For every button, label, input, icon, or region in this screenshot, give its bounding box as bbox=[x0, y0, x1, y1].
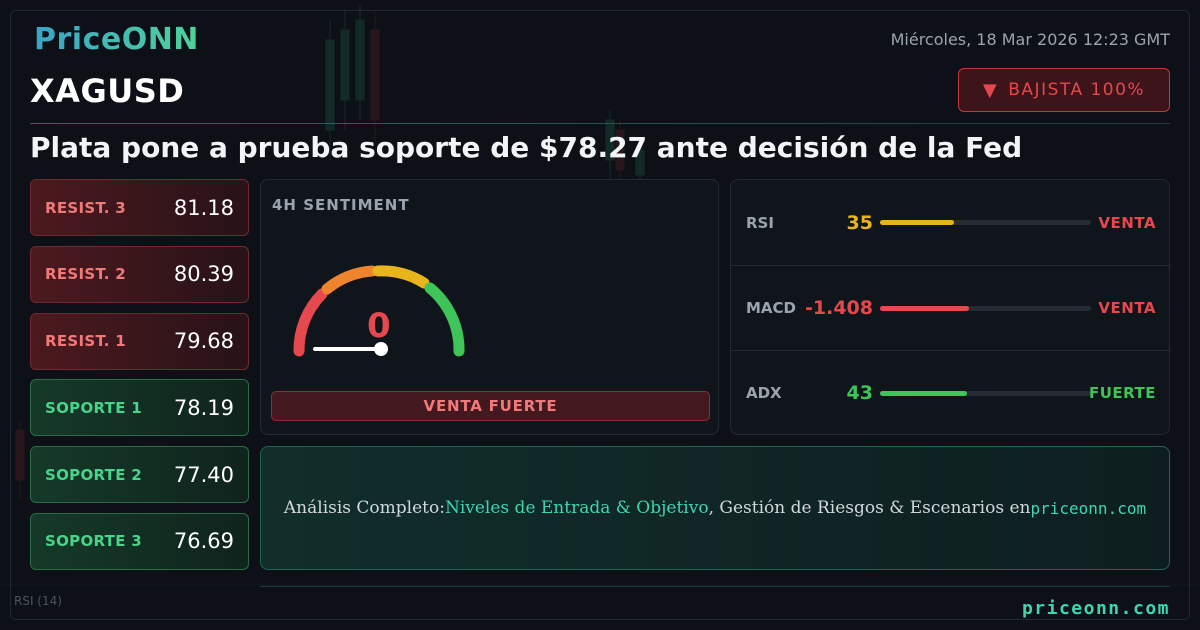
datetime: Miércoles, 18 Mar 2026 12:23 GMT bbox=[890, 30, 1170, 49]
level-value: 77.40 bbox=[173, 462, 234, 487]
indicator-signal: FUERTE bbox=[1088, 384, 1156, 402]
indicator-macd: MACD -1.408 VENTA bbox=[731, 265, 1171, 350]
trend-badge: ▼ BAJISTA 100% bbox=[958, 68, 1170, 112]
footer-divider bbox=[260, 586, 1170, 587]
level-support-1: SOPORTE 1 78.19 bbox=[30, 379, 249, 437]
indicator-fill bbox=[880, 390, 967, 396]
gauge-segment-green bbox=[424, 282, 465, 357]
cta-highlight: Niveles de Entrada & Objetivo bbox=[444, 498, 709, 518]
header-divider bbox=[30, 123, 1170, 124]
sentiment-signal: VENTA FUERTE bbox=[271, 391, 710, 421]
level-value: 78.19 bbox=[173, 395, 234, 420]
indicator-name: MACD bbox=[746, 299, 796, 317]
cta-middle: , Gestión de Riesgos & Escenarios en bbox=[708, 498, 1031, 518]
sentiment-gauge bbox=[293, 265, 465, 357]
level-resistance-2: RESIST. 2 80.39 bbox=[30, 245, 249, 303]
level-value: 80.39 bbox=[173, 262, 234, 287]
level-label: SOPORTE 3 bbox=[45, 532, 143, 551]
indicator-track bbox=[880, 390, 1091, 396]
brand-logo[interactable]: PriceONN bbox=[34, 22, 199, 57]
indicator-track bbox=[880, 220, 1091, 225]
level-resistance-1: RESIST. 1 79.68 bbox=[30, 312, 249, 370]
indicators-panel: RSI 35 VENTA MACD -1.408 VENTA ADX 43 FU… bbox=[730, 179, 1171, 435]
cta-site-link[interactable]: priceonn.com bbox=[1030, 498, 1147, 518]
level-resistance-3: RESIST. 3 81.18 bbox=[30, 179, 249, 236]
indicator-value: -1.408 bbox=[805, 297, 873, 319]
indicator-fill bbox=[880, 305, 969, 311]
indicator-adx: ADX 43 FUERTE bbox=[731, 350, 1171, 435]
level-support-3: SOPORTE 3 76.69 bbox=[30, 512, 249, 570]
level-value: 79.68 bbox=[173, 329, 234, 354]
symbol-title: XAGUSD bbox=[30, 72, 185, 110]
indicator-name: ADX bbox=[746, 384, 782, 402]
gauge-pivot bbox=[374, 342, 388, 356]
card-frame bbox=[10, 10, 1190, 620]
indicator-fill bbox=[880, 220, 954, 225]
gauge-segment-red bbox=[293, 288, 328, 357]
indicator-signal: VENTA bbox=[1098, 299, 1156, 317]
sentiment-panel: 4H SENTIMENT 0 VENTA FUERTE bbox=[260, 179, 719, 435]
levels-list: RESIST. 3 81.18 RESIST. 2 80.39 RESIST. … bbox=[30, 179, 249, 580]
cta-prefix: Análisis Completo: bbox=[283, 498, 445, 518]
background-rsi-label: RSI (14) bbox=[14, 594, 62, 608]
down-triangle-icon: ▼ bbox=[982, 79, 999, 101]
indicator-signal: VENTA bbox=[1098, 213, 1156, 232]
trend-badge-label: BAJISTA 100% bbox=[1008, 80, 1146, 100]
sentiment-value: 0 bbox=[367, 306, 391, 346]
indicator-rsi: RSI 35 VENTA bbox=[731, 180, 1171, 265]
level-label: RESIST. 3 bbox=[45, 198, 126, 217]
level-label: SOPORTE 1 bbox=[45, 398, 143, 417]
level-label: RESIST. 1 bbox=[45, 332, 126, 351]
indicator-value: 43 bbox=[846, 382, 873, 404]
level-value: 81.18 bbox=[173, 195, 234, 220]
sentiment-title: 4H SENTIMENT bbox=[272, 196, 410, 214]
headline: Plata pone a prueba soporte de $78.27 an… bbox=[30, 131, 1023, 164]
footer-site-link[interactable]: priceonn.com bbox=[1021, 598, 1170, 619]
level-support-2: SOPORTE 2 77.40 bbox=[30, 446, 249, 504]
indicator-track bbox=[880, 305, 1091, 311]
level-value: 76.69 bbox=[173, 529, 234, 554]
gauge-segment-yellow bbox=[372, 265, 430, 289]
gauge-segment-orange bbox=[321, 265, 378, 295]
level-label: SOPORTE 2 bbox=[45, 465, 143, 484]
level-label: RESIST. 2 bbox=[45, 265, 126, 284]
indicator-value: 35 bbox=[846, 211, 873, 234]
analysis-cta[interactable]: Análisis Completo: Niveles de Entrada & … bbox=[260, 446, 1170, 570]
indicator-name: RSI bbox=[746, 213, 774, 232]
